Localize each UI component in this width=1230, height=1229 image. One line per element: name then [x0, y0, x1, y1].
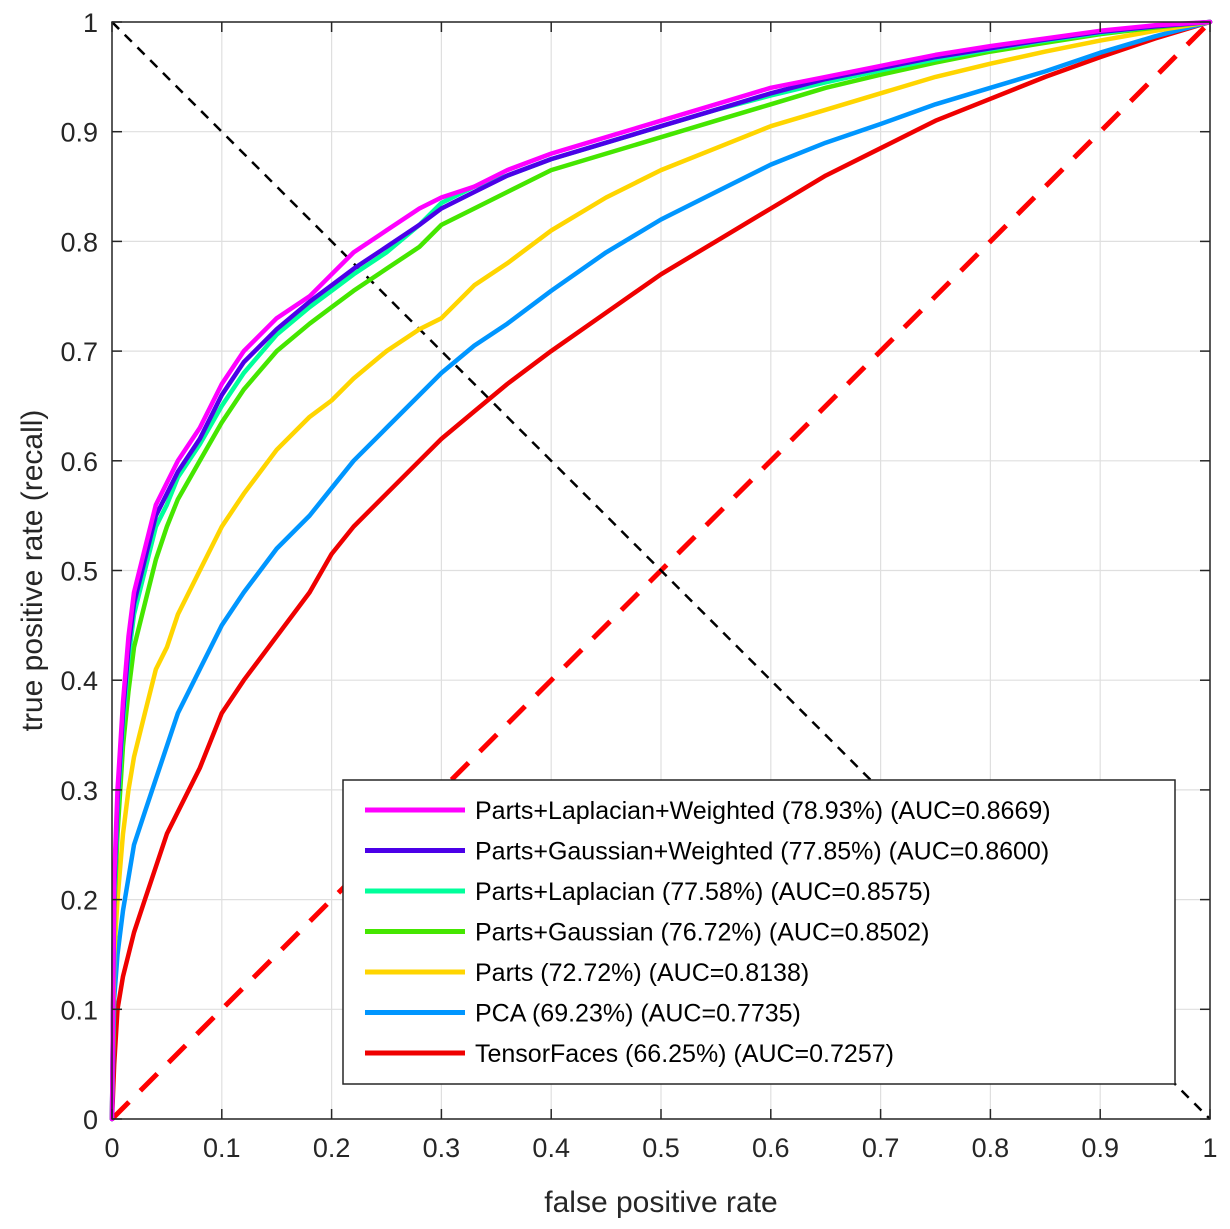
x-tick-label: 0.1: [203, 1133, 241, 1163]
series-line: [109, 19, 1213, 1122]
legend-entry-label: Parts+Laplacian+Weighted (78.93%) (AUC=0…: [475, 797, 1051, 825]
y-tick-label: 0.4: [60, 666, 98, 696]
series-line: [109, 19, 1213, 1122]
y-tick-label: 0: [83, 1105, 98, 1135]
y-tick-label: 0.9: [60, 118, 98, 148]
y-tick-label: 0.6: [60, 447, 98, 477]
y-tick-label: 0.8: [60, 227, 98, 257]
y-tick-label: 1: [83, 8, 98, 38]
x-tick-label: 1: [1202, 1133, 1217, 1163]
y-tick-label: 0.7: [60, 337, 98, 367]
y-axis-ticks: 0 0.1 0.2 0.3 0.4 0.5 0.6 0.7 0.8 0.9 1: [60, 8, 1210, 1135]
y-tick-label: 0.2: [60, 886, 98, 916]
x-axis-label: false positive rate: [544, 1186, 777, 1219]
x-tick-label: 0.4: [532, 1133, 570, 1163]
y-tick-label: 0.5: [60, 557, 98, 587]
equal-error-diagonal-line: [111, 21, 1211, 1120]
series-line: [109, 19, 1213, 1122]
legend-entry-label: Parts (72.72%) (AUC=0.8138): [475, 959, 809, 987]
legend-entry-label: Parts+Gaussian (76.72%) (AUC=0.8502): [475, 919, 929, 947]
reference-lines: [110, 20, 1212, 1121]
x-tick-label: 0: [104, 1133, 119, 1163]
x-tick-label: 0.3: [423, 1133, 461, 1163]
y-axis-label: true positive rate (recall): [16, 410, 49, 732]
series-line: [109, 19, 1213, 1122]
y-tick-label: 0.1: [60, 995, 98, 1025]
legend-entry-label: Parts+Gaussian+Weighted (77.85%) (AUC=0.…: [475, 838, 1049, 866]
x-tick-label: 0.2: [313, 1133, 351, 1163]
legend-entry-label: TensorFaces (66.25%) (AUC=0.7257): [475, 1040, 894, 1068]
x-tick-label: 0.5: [642, 1133, 680, 1163]
x-tick-label: 0.7: [862, 1133, 900, 1163]
x-tick-label: 0.8: [972, 1133, 1010, 1163]
x-tick-label: 0.6: [752, 1133, 790, 1163]
x-axis-ticks: 0 0.1 0.2 0.3 0.4 0.5 0.6 0.7 0.8 0.9 1: [104, 22, 1218, 1163]
y-tick-label: 0.3: [60, 776, 98, 806]
series-line: [109, 19, 1213, 1122]
legend: Parts+Laplacian+Weighted (78.93%) (AUC=0…: [342, 779, 1176, 1085]
series-lines: [109, 19, 1213, 1122]
legend-entry-label: Parts+Laplacian (77.58%) (AUC=0.8575): [475, 878, 931, 906]
x-tick-label: 0.9: [1081, 1133, 1119, 1163]
legend-entry-label: PCA (69.23%) (AUC=0.7735): [475, 1000, 801, 1028]
legend-box: [342, 779, 1176, 1085]
